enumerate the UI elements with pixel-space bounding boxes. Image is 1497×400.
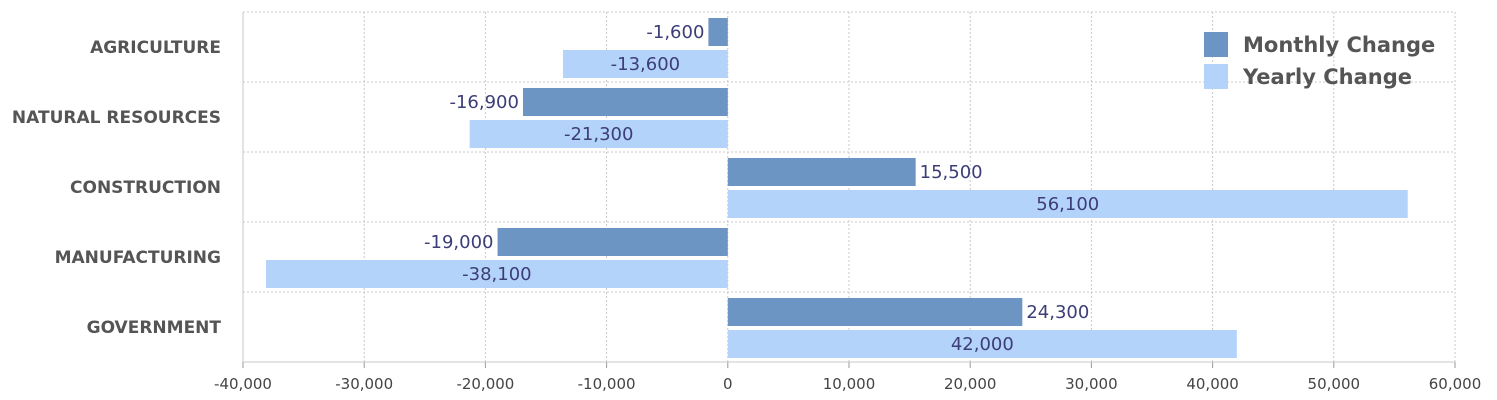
- monthly-change-bar: [727, 298, 1023, 326]
- value-labels: -1,600 -13,600 -16,900 -21,300 15,500 56,100 -…: [424, 22, 1099, 355]
- yearly-change-bar: [469, 120, 728, 148]
- legend-label-monthly: Monthly Change: [1243, 33, 1435, 57]
- x-tick-label: -20,000: [456, 375, 514, 393]
- monthly-change-bar: [727, 158, 916, 186]
- x-tick-label: 60,000: [1429, 375, 1482, 393]
- legend-label-yearly: Yearly Change: [1242, 65, 1412, 89]
- yearly-value-label: -13,600: [611, 54, 680, 75]
- monthly-value-label: -1,600: [646, 22, 704, 43]
- legend-swatch-monthly: [1204, 32, 1228, 57]
- category-label: GOVERNMENT: [87, 318, 222, 338]
- category-label: NATURAL RESOURCES: [12, 108, 221, 128]
- category-label: MANUFACTURING: [55, 248, 221, 268]
- yearly-change-bar: [727, 330, 1237, 358]
- x-tick-label: 10,000: [823, 375, 876, 393]
- x-tick-label: 40,000: [1186, 375, 1239, 393]
- yearly-value-label: -21,300: [564, 124, 633, 145]
- yearly-value-label: 56,100: [1036, 194, 1099, 215]
- monthly-value-label: -19,000: [424, 232, 493, 253]
- monthly-change-bar: [497, 228, 728, 256]
- yearly-value-label: -38,100: [462, 264, 531, 285]
- monthly-value-label: 15,500: [920, 162, 983, 183]
- monthly-change-bar: [522, 88, 728, 116]
- x-tick-label: -40,000: [214, 375, 272, 393]
- x-axis-ticks: -40,000 -30,000 -20,000 -10,000 0 10,000 20,00…: [214, 375, 1481, 393]
- category-label: AGRICULTURE: [90, 38, 221, 58]
- x-tick-label: 0: [723, 375, 733, 393]
- yearly-value-label: 42,000: [951, 334, 1014, 355]
- x-tick-label: 50,000: [1308, 375, 1361, 393]
- category-label: CONSTRUCTION: [70, 178, 221, 198]
- monthly-value-label: 24,300: [1026, 302, 1089, 323]
- x-tick-label: 20,000: [944, 375, 997, 393]
- grid-lines: [242, 11, 1456, 368]
- x-tick-label: 30,000: [1065, 375, 1118, 393]
- monthly-change-bar: [708, 18, 728, 46]
- legend: Monthly Change Yearly Change: [1204, 32, 1435, 89]
- category-labels: AGRICULTURE NATURAL RESOURCES CONSTRUCTION…: [12, 38, 221, 338]
- yearly-change-bar: [562, 50, 728, 78]
- x-tick-label: -10,000: [578, 375, 636, 393]
- yearly-change-bar: [266, 260, 728, 288]
- bars: [266, 18, 1408, 358]
- yearly-change-bar: [727, 190, 1408, 218]
- legend-swatch-yearly: [1204, 64, 1228, 89]
- x-tick-label: -30,000: [335, 375, 393, 393]
- monthly-value-label: -16,900: [449, 92, 518, 113]
